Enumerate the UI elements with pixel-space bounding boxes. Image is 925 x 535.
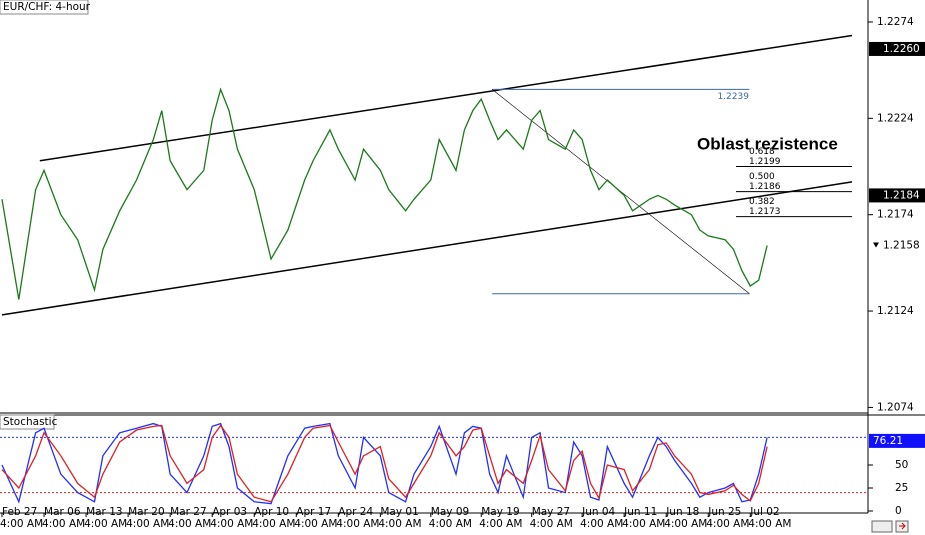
- x-tick-time: 4:00 AM: [168, 518, 211, 530]
- x-tick-time: 4:00 AM: [580, 518, 623, 530]
- x-tick-label: Jun 18: [665, 506, 699, 518]
- x-tick-time: 4:00 AM: [0, 518, 43, 530]
- trendline: [1, 181, 853, 316]
- x-tick-label: Jul 02: [749, 506, 779, 518]
- price-marker: [869, 41, 925, 56]
- fib-ratio: 0.382: [749, 197, 775, 207]
- y-tick-label: 1.2274: [877, 16, 914, 28]
- x-tick-label: May 01: [380, 506, 418, 518]
- x-tick-time: 4:00 AM: [664, 518, 707, 530]
- price-marker-label: 1.2184: [883, 189, 920, 201]
- x-tick-time: 4:00 AM: [126, 518, 169, 530]
- x-tick-label: Apr 24: [338, 506, 373, 518]
- price-marker: [869, 238, 925, 253]
- x-tick-label: May 19: [481, 506, 519, 518]
- price-marker-label: 1.2158: [883, 240, 920, 252]
- x-tick-time: 4:00 AM: [748, 518, 791, 530]
- x-tick-label: May 27: [532, 506, 570, 518]
- x-tick-time: 4:00 AM: [479, 518, 522, 530]
- x-tick-label: Mar 06: [44, 506, 81, 518]
- title-box: [0, 0, 89, 15]
- indicator-marker-label: 76.21: [873, 435, 903, 447]
- x-tick-time: 4:00 AM: [84, 518, 127, 530]
- x-tick-time: 4:00 AM: [706, 518, 749, 530]
- x-tick-time: 4:00 AM: [622, 518, 665, 530]
- x-tick-time: 4:00 AM: [42, 518, 85, 530]
- y-tick-label: 25: [895, 482, 908, 494]
- x-tick-time: 4:00 AM: [378, 518, 421, 530]
- stochastic-line: [1, 424, 768, 503]
- arrow-icon: [899, 522, 906, 530]
- x-tick-label: Jun 04: [581, 506, 615, 518]
- x-tick-time: 4:00 AM: [294, 518, 337, 530]
- indicator-title: Stochastic: [3, 416, 58, 428]
- annotation: Oblast rezistence: [697, 134, 838, 153]
- scroll-buttons[interactable]: [871, 520, 909, 533]
- x-tick-label: Apr 03: [212, 506, 247, 518]
- x-tick-label: Mar 27: [170, 506, 207, 518]
- y-tick-label: 0: [895, 505, 902, 517]
- y-tick-label: 1.2124: [877, 305, 914, 317]
- fib-ratio: 0.618: [749, 147, 775, 157]
- x-tick-time: 4:00 AM: [336, 518, 379, 530]
- y-tick-label: 1.2074: [877, 401, 914, 413]
- fib-ratio: 0.500: [749, 172, 775, 182]
- x-tick-label: Apr 17: [296, 506, 331, 518]
- y-tick-label: 1.2174: [877, 209, 914, 221]
- price-line: [1, 87, 768, 300]
- fib-price: 1.2173: [749, 207, 781, 217]
- x-tick-label: May 09: [431, 506, 469, 518]
- x-tick-label: Feb 27: [2, 506, 37, 518]
- fib-high-label: 1.2239: [717, 92, 749, 102]
- x-tick-time: 4:00 AM: [530, 518, 573, 530]
- price-marker: [869, 188, 925, 203]
- y-tick-label: 1.2224: [877, 112, 914, 124]
- x-tick-time: 4:00 AM: [429, 518, 472, 530]
- x-tick-label: Apr 10: [254, 506, 289, 518]
- x-tick-label: Mar 20: [128, 506, 165, 518]
- price-marker-label: 1.2260: [883, 43, 920, 55]
- x-tick-time: 4:00 AM: [210, 518, 253, 530]
- chart-title: EUR/CHF: 4-hour: [3, 1, 91, 13]
- marker-arrow: [873, 242, 879, 248]
- fib-price: 1.2199: [749, 157, 781, 167]
- fib-price: 1.2186: [749, 182, 781, 192]
- x-tick-label: Mar 13: [86, 506, 123, 518]
- y-tick-label: 50: [895, 459, 908, 471]
- title-box: [0, 414, 55, 430]
- x-tick-label: Jun 11: [623, 506, 657, 518]
- x-tick-time: 4:00 AM: [252, 518, 295, 530]
- x-tick-label: Jun 25: [707, 506, 741, 518]
- scroll-button[interactable]: [871, 520, 893, 533]
- indicator-marker: [869, 433, 925, 448]
- trendline: [39, 34, 853, 162]
